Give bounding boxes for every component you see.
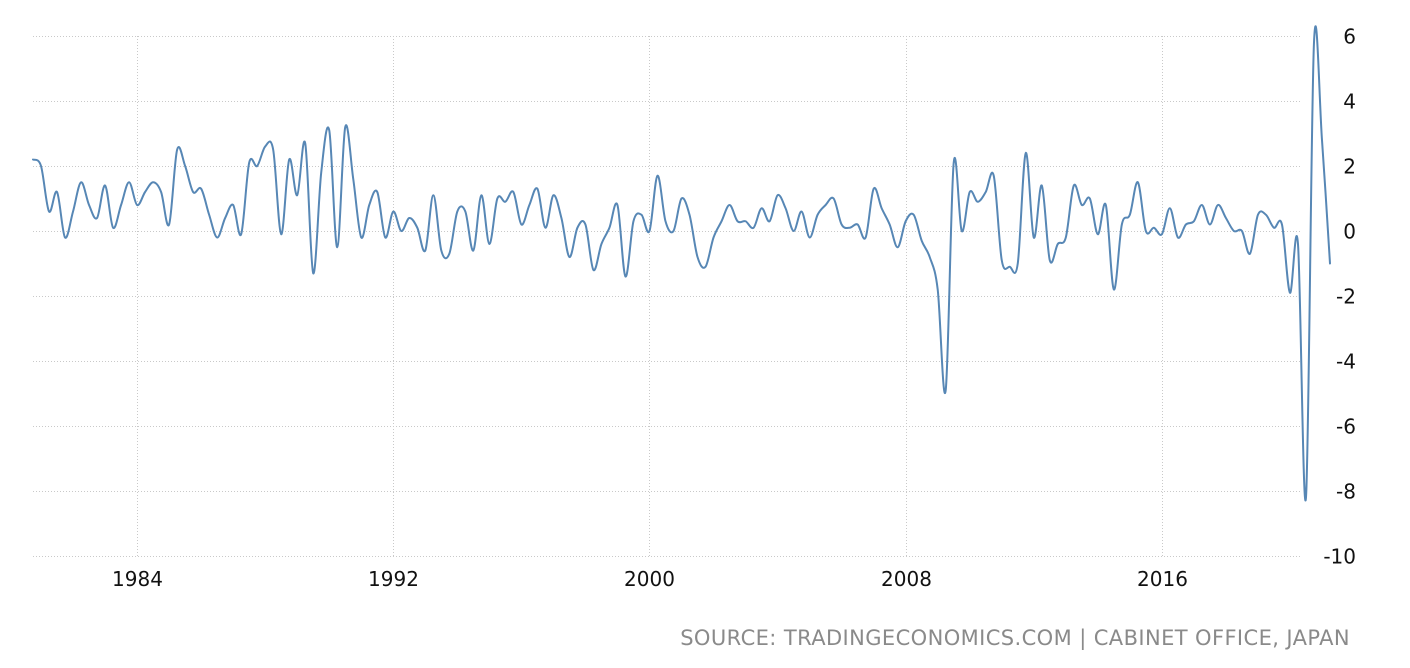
series-line [32,25,1331,502]
x-tick-label: 1984 [112,567,163,591]
y-tick-label: -8 [1336,480,1356,504]
y-tick-label: 0 [1343,220,1356,244]
y-tick-label: -10 [1323,545,1356,569]
source-attribution: SOURCE: TRADINGECONOMICS.COM | CABINET O… [680,626,1350,650]
y-tick-label: 4 [1343,90,1356,114]
y-tick-label: 6 [1343,25,1356,49]
x-tick-label: 2016 [1137,567,1188,591]
x-tick-label: 2000 [624,567,675,591]
y-tick-label: 2 [1343,155,1356,179]
y-tick-label: -2 [1336,285,1356,309]
y-tick-label: -6 [1336,415,1356,439]
x-tick-label: 2008 [881,567,932,591]
grid-lines [33,36,1302,557]
axis-labels: 6 4 2 0 -2 -4 -6 -8 -10 1984 1992 2000 2008 2016 [112,25,1356,592]
series-layer [32,25,1331,502]
x-tick-label: 1992 [368,567,419,591]
y-tick-label: -4 [1336,350,1356,374]
